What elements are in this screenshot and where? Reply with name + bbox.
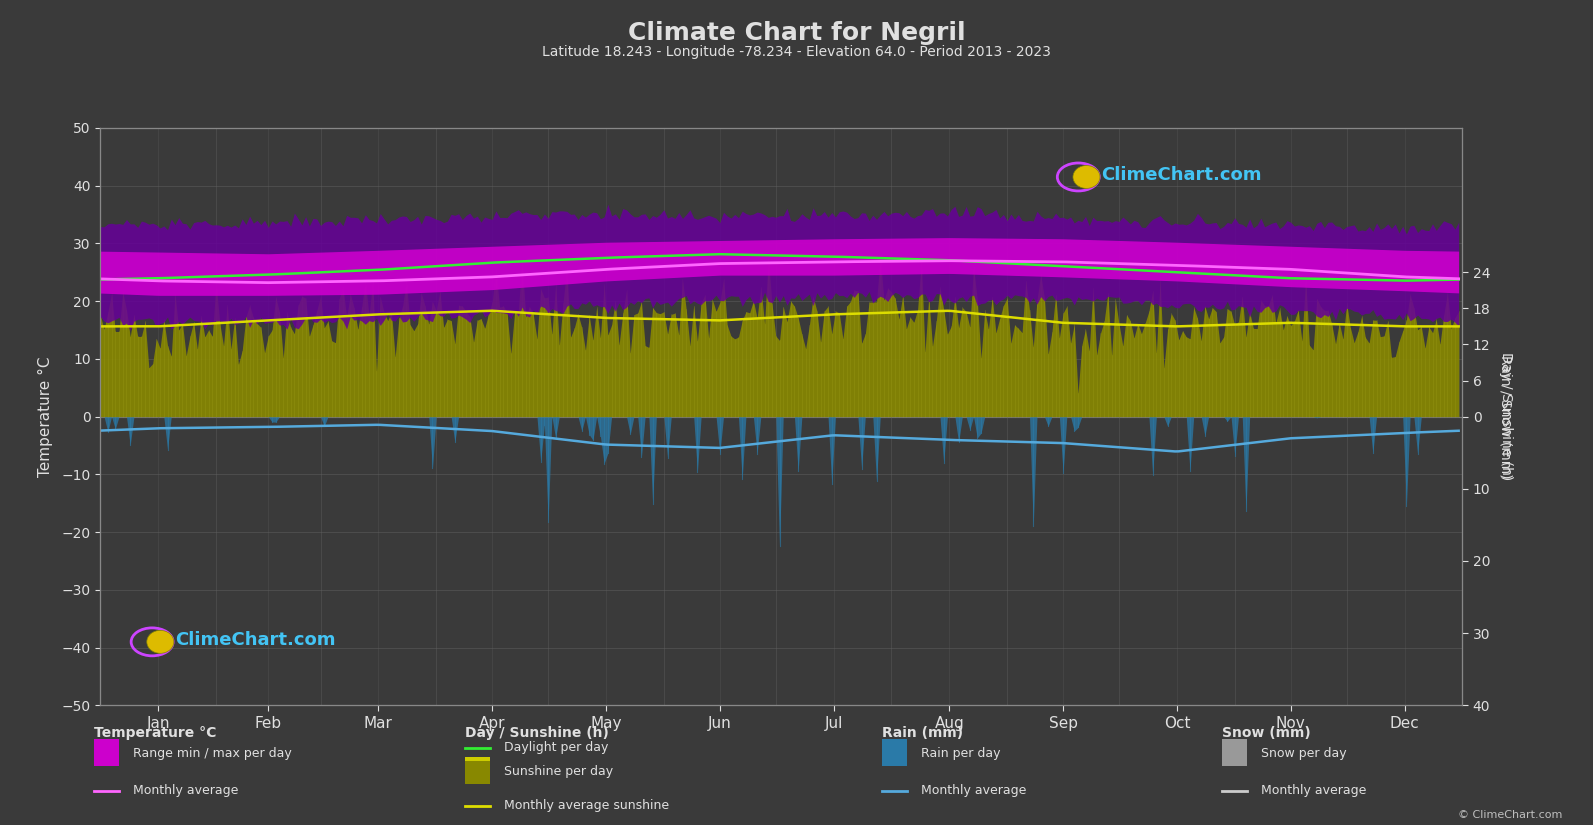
Text: Monthly average sunshine: Monthly average sunshine <box>503 799 669 812</box>
Text: Monthly average: Monthly average <box>921 785 1026 797</box>
Bar <box>465 757 489 785</box>
Bar <box>883 739 906 766</box>
Text: ClimeChart.com: ClimeChart.com <box>175 631 336 648</box>
Text: Climate Chart for Negril: Climate Chart for Negril <box>628 21 965 45</box>
Text: Monthly average: Monthly average <box>1260 785 1367 797</box>
Text: Latitude 18.243 - Longitude -78.234 - Elevation 64.0 - Period 2013 - 2023: Latitude 18.243 - Longitude -78.234 - El… <box>542 45 1051 59</box>
Text: Day / Sunshine (h): Day / Sunshine (h) <box>465 726 609 740</box>
Text: ClimeChart.com: ClimeChart.com <box>1101 166 1262 184</box>
Text: Temperature °C: Temperature °C <box>94 726 217 740</box>
Text: Snow (mm): Snow (mm) <box>1222 726 1311 740</box>
Text: Range min / max per day: Range min / max per day <box>132 747 292 760</box>
Text: Rain per day: Rain per day <box>921 747 1000 760</box>
Text: Sunshine per day: Sunshine per day <box>503 765 613 778</box>
Text: Snow per day: Snow per day <box>1260 747 1346 760</box>
Ellipse shape <box>147 630 174 653</box>
Y-axis label: Temperature °C: Temperature °C <box>38 356 53 477</box>
Ellipse shape <box>1074 166 1099 188</box>
Text: © ClimeChart.com: © ClimeChart.com <box>1458 809 1563 820</box>
Text: Daylight per day: Daylight per day <box>503 742 609 754</box>
Bar <box>94 739 119 766</box>
Text: Monthly average: Monthly average <box>132 785 237 797</box>
Bar <box>465 757 489 761</box>
Text: Rain (mm): Rain (mm) <box>883 726 964 740</box>
Bar <box>1222 739 1247 766</box>
Y-axis label: Day / Sunshine (h): Day / Sunshine (h) <box>1499 352 1513 481</box>
Y-axis label: Rain / Snow (mm): Rain / Snow (mm) <box>1499 355 1513 478</box>
